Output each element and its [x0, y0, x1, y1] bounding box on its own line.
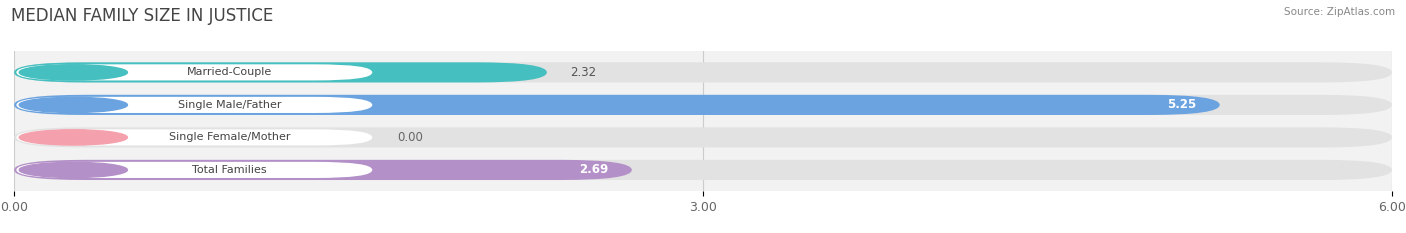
Text: 2.69: 2.69	[579, 163, 609, 176]
FancyBboxPatch shape	[14, 160, 631, 180]
FancyBboxPatch shape	[14, 127, 1392, 147]
FancyBboxPatch shape	[17, 64, 373, 80]
FancyBboxPatch shape	[17, 129, 373, 145]
Text: 0.00: 0.00	[398, 131, 423, 144]
Text: 5.25: 5.25	[1167, 98, 1197, 111]
Circle shape	[20, 97, 128, 113]
FancyBboxPatch shape	[17, 162, 373, 178]
Text: 2.32: 2.32	[569, 66, 596, 79]
Circle shape	[20, 65, 128, 80]
FancyBboxPatch shape	[14, 160, 1392, 180]
Text: MEDIAN FAMILY SIZE IN JUSTICE: MEDIAN FAMILY SIZE IN JUSTICE	[11, 7, 274, 25]
FancyBboxPatch shape	[14, 62, 547, 82]
FancyBboxPatch shape	[14, 62, 1392, 82]
Circle shape	[20, 130, 128, 145]
FancyBboxPatch shape	[14, 95, 1392, 115]
Text: Source: ZipAtlas.com: Source: ZipAtlas.com	[1284, 7, 1395, 17]
FancyBboxPatch shape	[17, 97, 373, 113]
Circle shape	[20, 162, 128, 178]
Text: Total Families: Total Families	[193, 165, 267, 175]
Text: Single Male/Father: Single Male/Father	[179, 100, 281, 110]
FancyBboxPatch shape	[14, 95, 1219, 115]
Text: Single Female/Mother: Single Female/Mother	[169, 132, 291, 142]
Text: Married-Couple: Married-Couple	[187, 67, 273, 77]
